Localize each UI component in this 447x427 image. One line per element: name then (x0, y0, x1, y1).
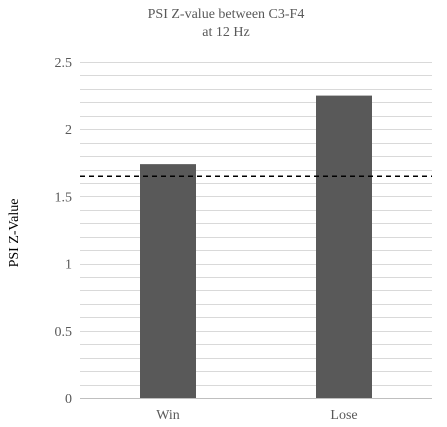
bar-lose (316, 95, 372, 398)
y-tick-label: 2 (65, 123, 72, 138)
y-tick-label: 0.5 (55, 325, 73, 340)
y-axis-title: PSI Z-Value (7, 199, 22, 268)
chart-title-line-1: PSI Z-value between C3-F4 (148, 7, 305, 22)
x-tick-label-lose: Lose (330, 408, 357, 423)
x-tick-label-win: Win (156, 408, 180, 423)
bars (140, 95, 372, 398)
y-tick-label: 0 (65, 392, 72, 407)
chart-title-line-2: at 12 Hz (202, 25, 249, 40)
x-tick-labels: Win Lose (156, 408, 357, 423)
y-tick-label: 1.5 (55, 190, 73, 205)
y-tick-label: 2.5 (55, 56, 73, 71)
y-tick-label: 1 (65, 258, 72, 273)
y-tick-labels: 0 0.5 1 1.5 2 2.5 (55, 56, 73, 407)
gridlines (80, 62, 432, 399)
bar-win (140, 164, 196, 398)
